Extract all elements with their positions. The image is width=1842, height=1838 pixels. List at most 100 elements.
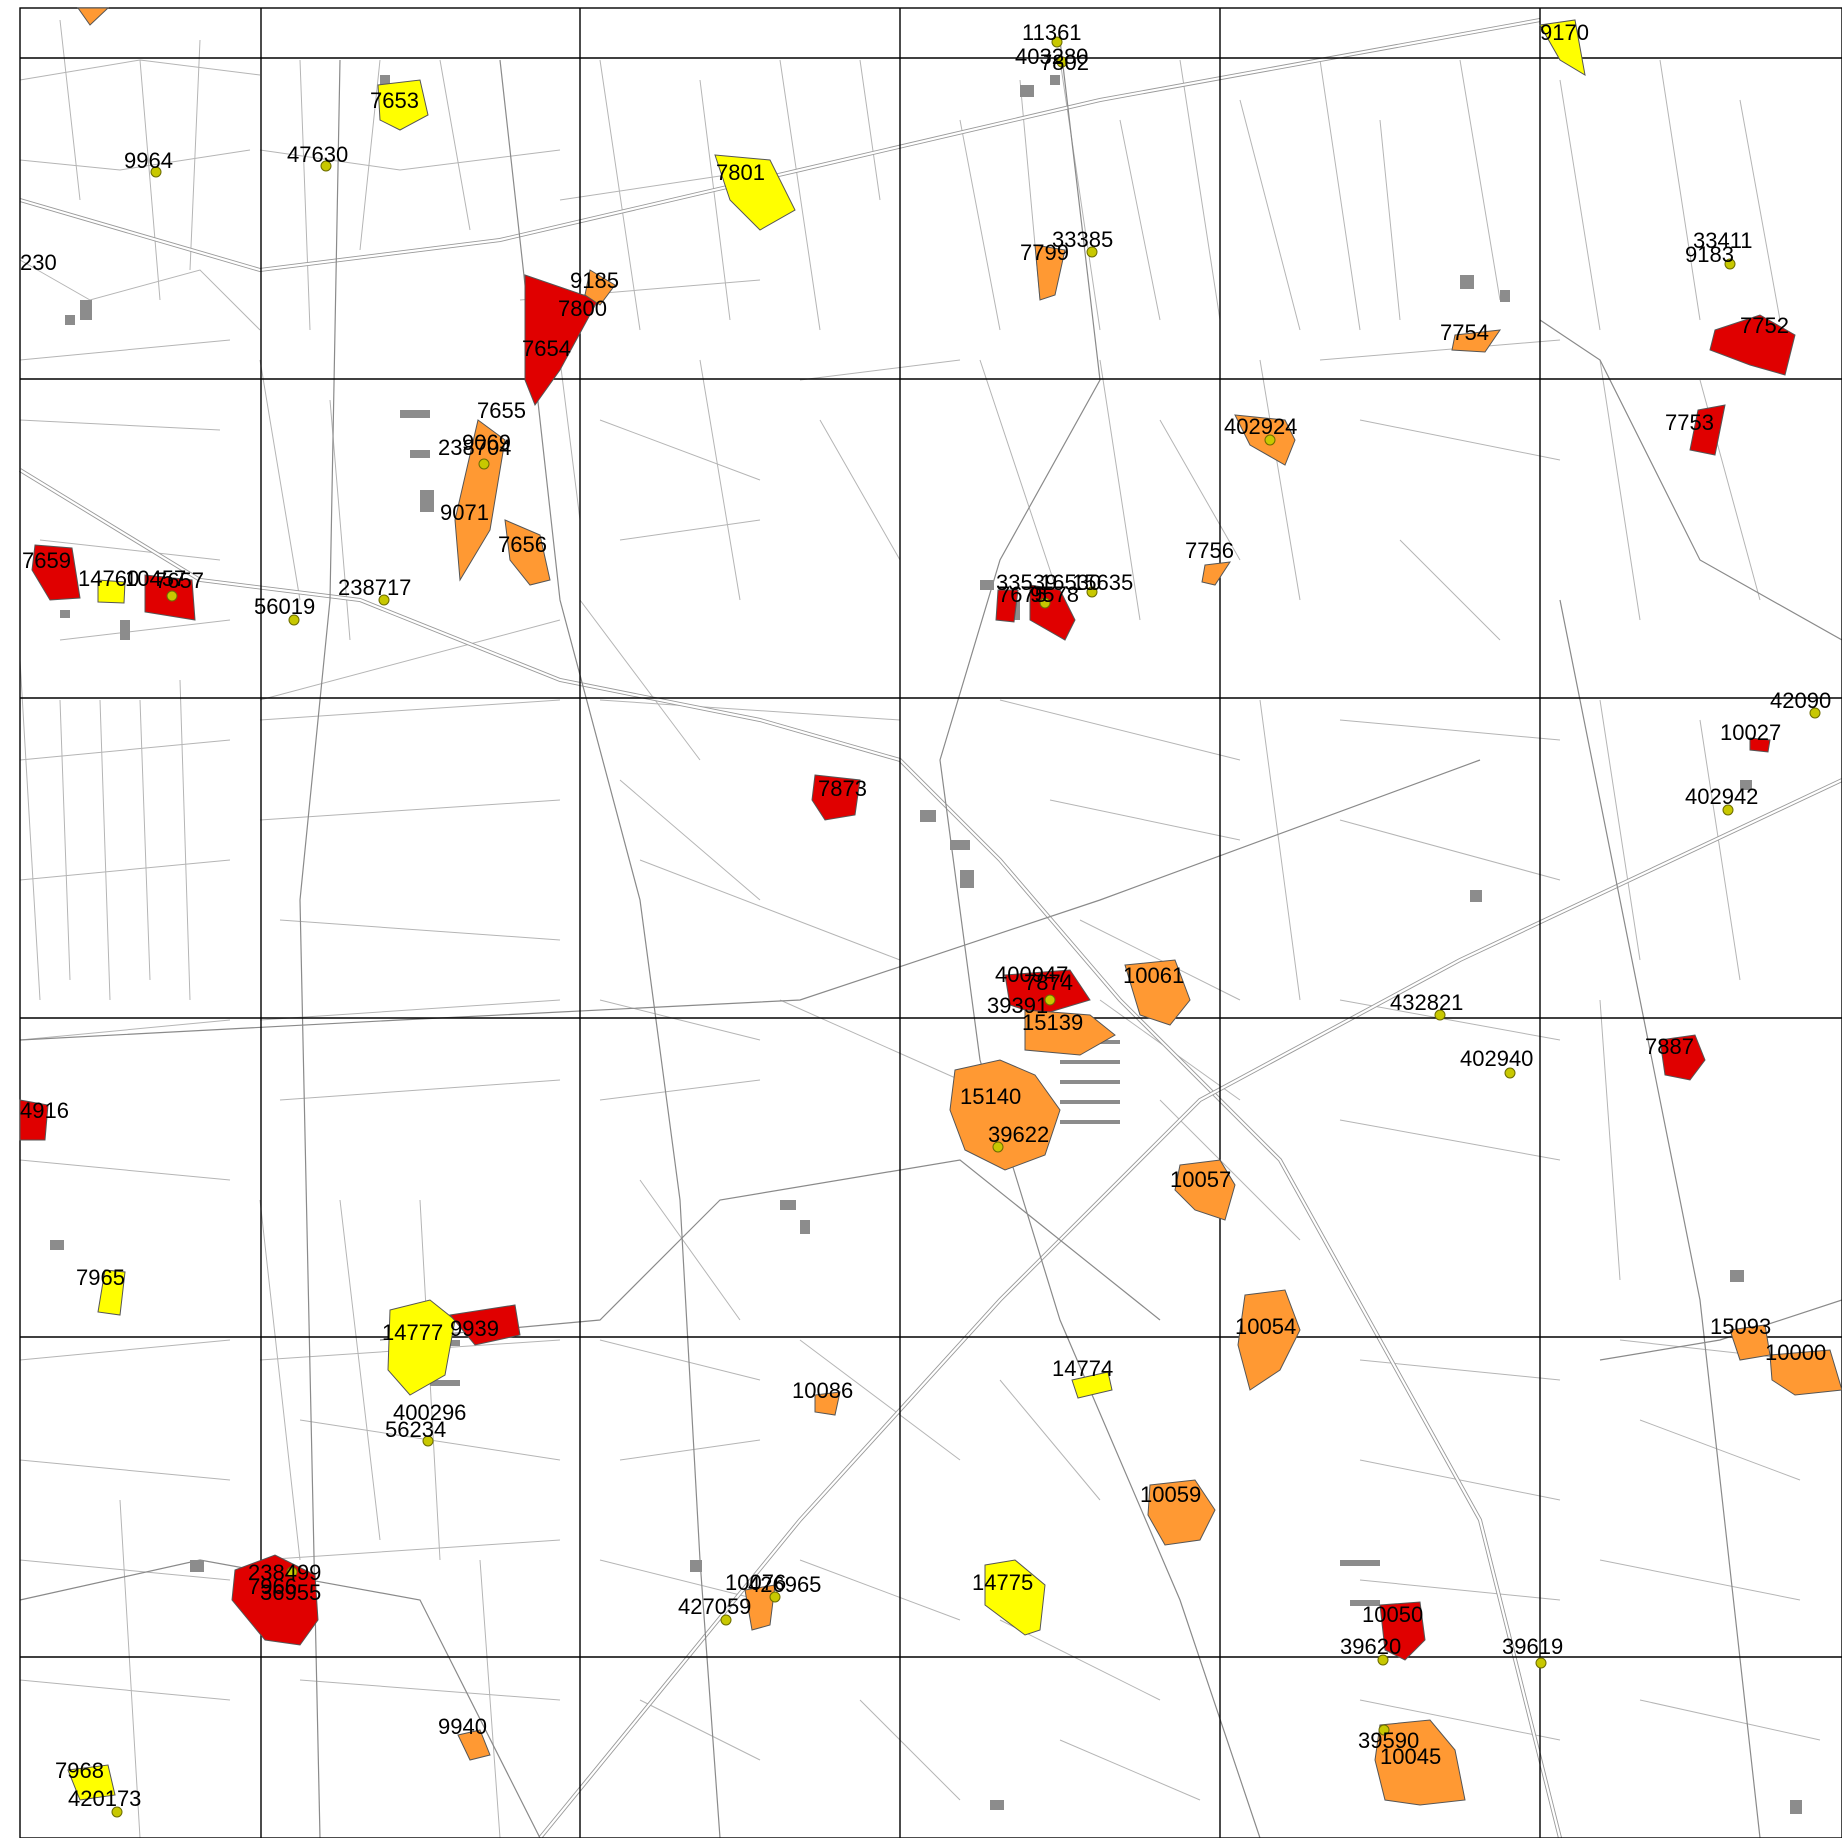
zone-yellow-14760[interactable] <box>97 579 126 604</box>
zone-orange-top-left[interactable] <box>77 7 110 26</box>
zone-red-7752[interactable] <box>1709 314 1796 376</box>
zone-red-10050[interactable] <box>1379 1601 1426 1661</box>
location-pin-icon[interactable] <box>478 458 490 470</box>
location-pin-icon[interactable] <box>1377 1654 1389 1666</box>
map-label: 9939 <box>450 1316 499 1341</box>
zone-orange-7656[interactable] <box>504 519 551 586</box>
zone-yellow-7801[interactable] <box>714 154 796 231</box>
location-pin-icon[interactable] <box>166 590 178 602</box>
location-pin-icon[interactable] <box>720 1614 732 1626</box>
zone-red-33539[interactable] <box>995 589 1019 623</box>
zone-red-7753[interactable] <box>1689 404 1726 456</box>
location-pin-icon[interactable] <box>320 160 332 172</box>
location-pin-icon[interactable] <box>1264 434 1276 446</box>
map-label: 9964 <box>124 148 173 173</box>
map-label: 10057 <box>1170 1167 1231 1192</box>
map-label: 11361 <box>1022 20 1082 45</box>
zone-red-7966[interactable] <box>231 1554 319 1646</box>
parcel-boundaries <box>19 19 1821 1838</box>
map-label: 7873 <box>818 776 867 801</box>
map-label: 42090 <box>1770 688 1831 713</box>
map-label: 9940 <box>438 1714 487 1739</box>
location-pin-icon[interactable] <box>1434 1009 1446 1021</box>
zone-red-400947[interactable] <box>1004 969 1091 1016</box>
map-label: 10076 <box>725 1570 786 1595</box>
zone-yellow-14775[interactable] <box>984 1559 1046 1636</box>
map-label: 36955 <box>260 1580 321 1605</box>
map-label: 15635 <box>1072 570 1133 595</box>
location-pin-icon[interactable] <box>422 1435 434 1447</box>
location-pin-icon[interactable] <box>288 614 300 626</box>
zone-orange-10059[interactable] <box>1147 1479 1216 1546</box>
location-pin-icon[interactable] <box>1504 1067 1516 1079</box>
location-pin-icon[interactable] <box>1378 1724 1390 1736</box>
zone-yellow-9170[interactable] <box>1539 19 1586 76</box>
map-label: 7753 <box>1665 410 1714 435</box>
zone-orange-10045[interactable] <box>1374 1719 1466 1806</box>
map-label: 7802 <box>1040 50 1089 75</box>
location-pin-icon[interactable] <box>992 1141 1004 1153</box>
map-label: 7754 <box>1440 320 1489 345</box>
zone-orange-10054[interactable] <box>1237 1289 1301 1391</box>
zone-red-10027[interactable] <box>1749 737 1771 753</box>
location-pin-icon[interactable] <box>1086 586 1098 598</box>
zone-orange-9071[interactable] <box>454 419 506 582</box>
map-label: 39620 <box>1340 1634 1401 1659</box>
map-grid <box>19 7 1842 1838</box>
zone-red-4916[interactable] <box>19 1099 49 1141</box>
zone-orange-15140[interactable] <box>949 1059 1061 1171</box>
zone-orange-10061[interactable] <box>1124 959 1191 1026</box>
map-label: 7657 <box>155 568 204 593</box>
zone-orange-7756[interactable] <box>1201 561 1232 586</box>
location-pin-icon[interactable] <box>150 166 162 178</box>
map-label: 14777 <box>382 1320 443 1345</box>
map-label: 7675 <box>998 582 1047 607</box>
zone-yellow-7968[interactable] <box>67 1764 116 1801</box>
location-pin-icon[interactable] <box>1051 36 1063 48</box>
map-label: 16530 <box>1040 570 1101 595</box>
map-label: 7756 <box>1185 538 1234 563</box>
zone-orange-10076[interactable] <box>744 1584 776 1631</box>
map-label: 7874 <box>1024 970 1073 995</box>
location-pin-icon[interactable] <box>1722 804 1734 816</box>
zone-yellow-7653[interactable] <box>377 79 429 131</box>
map-label: 15093 <box>1710 1314 1771 1339</box>
map-label: 238499 <box>248 1560 321 1585</box>
location-pin-icon[interactable] <box>111 1806 123 1818</box>
location-pin-icon[interactable] <box>1039 597 1051 609</box>
zone-red-7659[interactable] <box>31 544 81 601</box>
map-label: 10045 <box>1380 1744 1441 1769</box>
zone-red-9939[interactable] <box>449 1304 521 1346</box>
location-pin-icon[interactable] <box>286 1566 298 1578</box>
zone-red-7873[interactable] <box>811 774 861 821</box>
zone-orange-9185[interactable] <box>584 269 616 306</box>
zone-red-7887[interactable] <box>1659 1034 1706 1081</box>
map-label: 9183 <box>1685 242 1734 267</box>
zone-orange-10086[interactable] <box>814 1391 841 1416</box>
zone-yellow-14777[interactable] <box>387 1299 456 1396</box>
map-label: 47630 <box>287 142 348 167</box>
location-pin-icon[interactable] <box>1056 56 1068 68</box>
map-label: 7654 <box>522 336 571 361</box>
location-pin-icon[interactable] <box>1086 246 1098 258</box>
location-pins[interactable] <box>111 36 1821 1818</box>
location-pin-icon[interactable] <box>1535 1657 1547 1669</box>
map-label: 15140 <box>960 1084 1021 1109</box>
zone-red-7675[interactable] <box>1029 584 1076 641</box>
zone-yellow-7965[interactable] <box>97 1269 126 1316</box>
location-pin-icon[interactable] <box>1044 994 1056 1006</box>
location-pin-icon[interactable] <box>1724 258 1736 270</box>
location-pin-icon[interactable] <box>378 594 390 606</box>
map-label: 7887 <box>1645 1034 1694 1059</box>
zone-orange-10000[interactable] <box>1769 1349 1842 1396</box>
zone-orange-7799[interactable] <box>1034 244 1066 301</box>
zone-orange-10057[interactable] <box>1174 1159 1236 1221</box>
location-pin-icon[interactable] <box>769 1591 781 1603</box>
zone-yellow-14774[interactable] <box>1071 1371 1113 1399</box>
map-label: 10050 <box>1362 1602 1423 1627</box>
zone-orange-7754[interactable] <box>1451 329 1502 353</box>
zone-orange-15139[interactable] <box>1024 1009 1116 1056</box>
location-pin-icon[interactable] <box>1809 707 1821 719</box>
zone-orange-9940[interactable] <box>457 1729 491 1761</box>
